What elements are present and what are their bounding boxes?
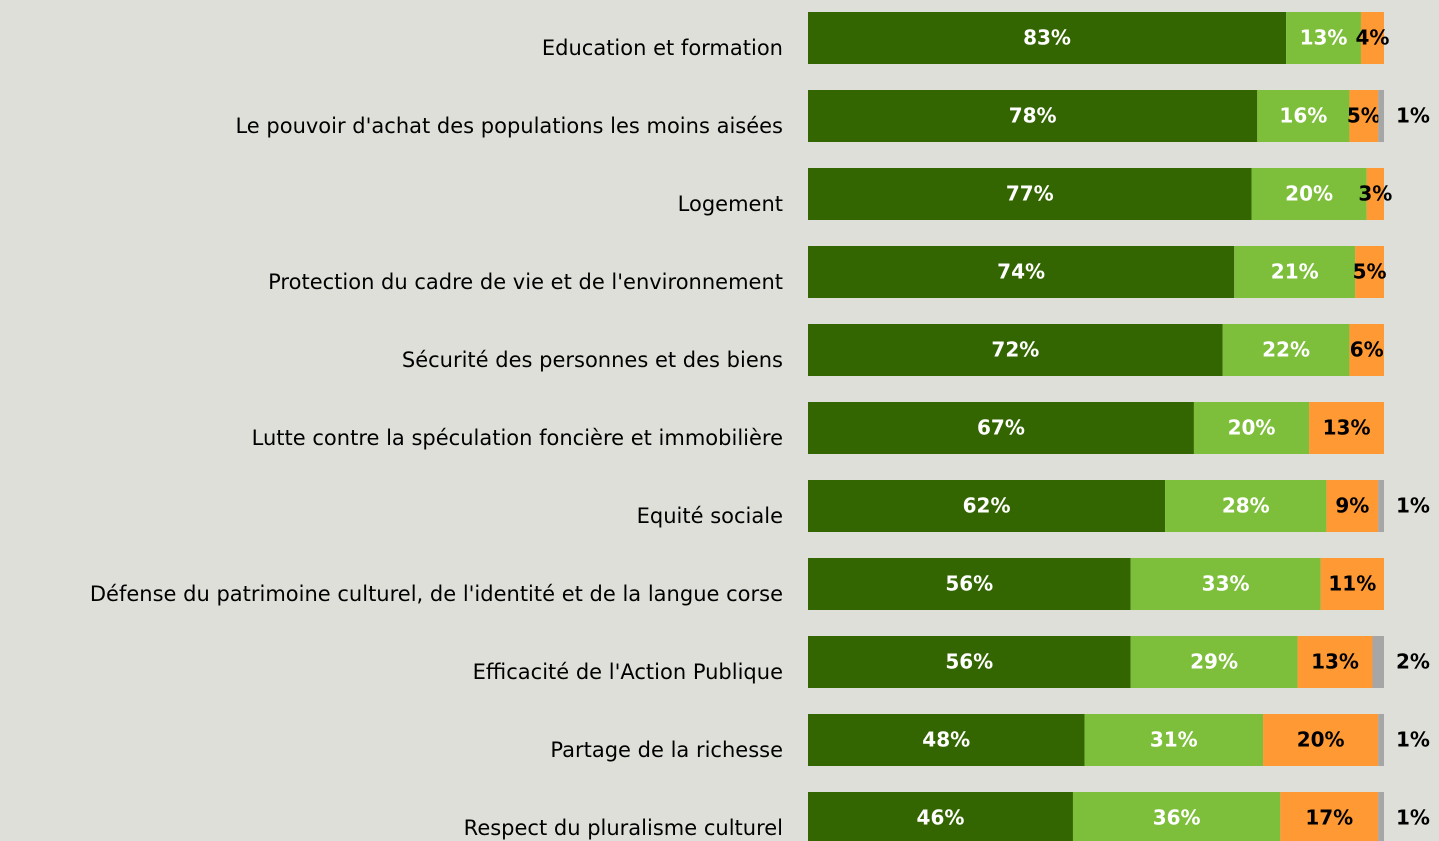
bar-segment [808,324,1223,376]
category-label: Logement [678,192,783,216]
value-label: 1% [1396,806,1430,830]
bar-segment [808,168,1252,220]
category-label: Efficacité de l'Action Publique [473,660,783,684]
bar-segment [1378,480,1384,532]
value-label: 62% [963,494,1011,518]
bar-segment [1263,714,1379,766]
bar-segment [1234,246,1356,298]
value-label: 1% [1396,494,1430,518]
category-label: Respect du pluralisme culturel [464,816,783,840]
bar-segment [1378,792,1384,841]
bar-segment [808,792,1073,841]
bar-segment [1349,90,1379,142]
bar-segment [1130,636,1298,688]
value-label: 74% [997,260,1045,284]
value-label: 29% [1190,650,1238,674]
value-label: 22% [1262,338,1310,362]
bar-segment [808,714,1085,766]
category-label: Défense du patrimoine culturel, de l'ide… [90,582,783,606]
bar-segment [1072,792,1281,841]
value-label: 13% [1311,650,1359,674]
value-label: 56% [945,572,993,596]
bar-segment [808,12,1287,64]
bar-segment [808,90,1258,142]
bar-segment [1360,12,1384,64]
value-label: 28% [1222,494,1270,518]
value-label: 48% [922,728,970,752]
value-label: 72% [991,338,1039,362]
bar-segment [1355,246,1384,298]
value-label: 1% [1396,104,1430,128]
bar-segment [1084,714,1264,766]
value-label: 13% [1300,26,1348,50]
bar-segment [1378,90,1384,142]
value-label: 20% [1228,416,1276,440]
value-label: 20% [1285,182,1333,206]
value-label: 1% [1396,728,1430,752]
value-label: 21% [1271,260,1319,284]
value-label: 4% [1355,26,1389,50]
bar-segment [808,402,1194,454]
bar-segment [1320,558,1384,610]
value-label: 2% [1396,650,1430,674]
bar-segment [1378,714,1384,766]
category-label: Le pouvoir d'achat des populations les m… [235,114,783,138]
bar-segment [1130,558,1321,610]
bar-segment [808,480,1166,532]
bar-segment [1372,636,1384,688]
value-label: 20% [1297,728,1345,752]
bar-segment [808,246,1235,298]
bar-segment [808,636,1131,688]
bar-segment [1366,168,1384,220]
category-label: Protection du cadre de vie et de l'envir… [268,270,783,294]
category-label: Education et formation [542,36,783,60]
category-label: Sécurité des personnes et des biens [402,348,783,372]
value-label: 17% [1305,806,1353,830]
value-label: 36% [1153,806,1201,830]
category-label: Equité sociale [637,504,783,528]
value-label: 31% [1150,728,1198,752]
value-label: 83% [1023,26,1071,50]
value-label: 5% [1347,104,1381,128]
bar-segment [1193,402,1310,454]
value-label: 46% [917,806,965,830]
bar-segment [1349,324,1384,376]
value-label: 33% [1202,572,1250,596]
bar-segment [1297,636,1373,688]
value-label: 13% [1323,416,1371,440]
bar-segment [1257,90,1350,142]
category-label: Partage de la richesse [550,738,783,762]
bar-segment [1165,480,1327,532]
bar-segment [1251,168,1367,220]
bar-segment [1222,324,1350,376]
bar-segment [1326,480,1379,532]
bar-segment [1280,792,1379,841]
value-label: 6% [1350,338,1384,362]
category-label: Lutte contre la spéculation foncière et … [252,426,783,450]
value-label: 78% [1009,104,1057,128]
value-label: 9% [1335,494,1369,518]
value-label: 77% [1006,182,1054,206]
bar-segment [1309,402,1384,454]
value-label: 3% [1358,182,1392,206]
value-label: 5% [1353,260,1387,284]
value-label: 11% [1328,572,1376,596]
value-label: 16% [1279,104,1327,128]
bar-segment [1286,12,1361,64]
value-label: 56% [945,650,993,674]
value-label: 67% [977,416,1025,440]
bar-segment [808,558,1131,610]
